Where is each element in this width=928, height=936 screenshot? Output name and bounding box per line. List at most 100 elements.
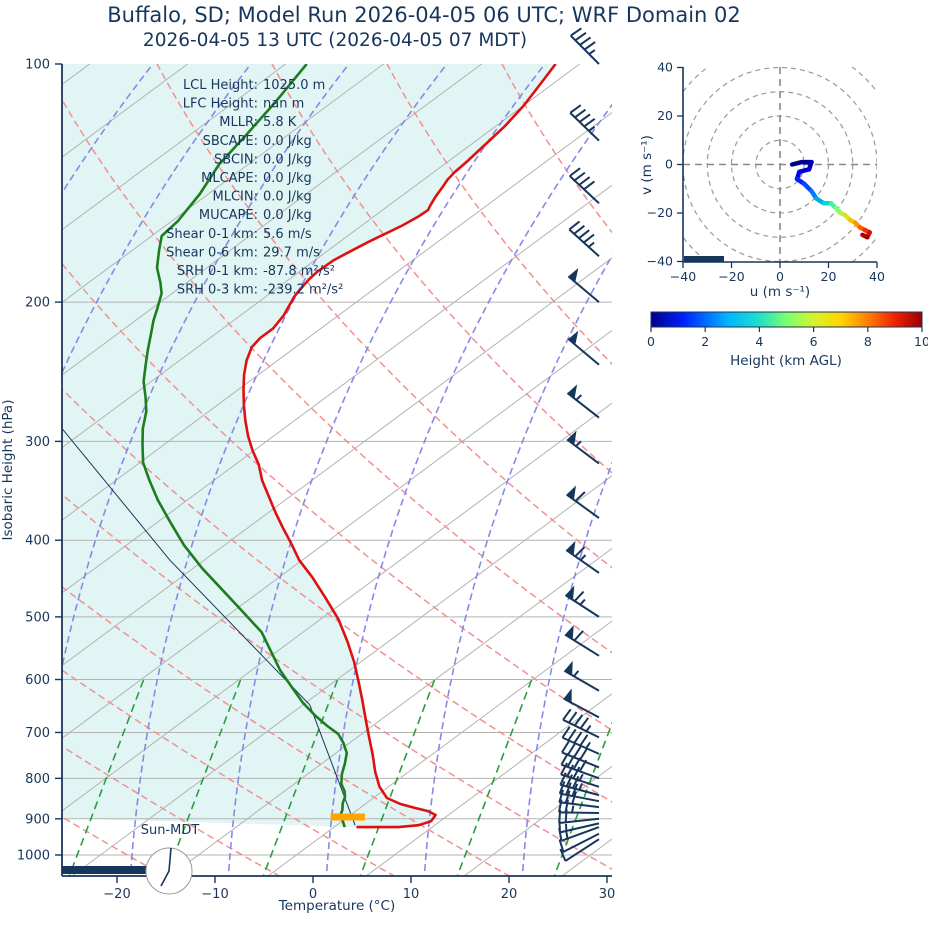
stat-value: 0.0 J/kg [263, 171, 312, 186]
stat-label: SRH 0-3 km: [177, 283, 258, 298]
barb-full [567, 728, 577, 741]
valid-time-subtitle: 2026-04-05 13 UTC (2026-04-05 07 MDT) [143, 30, 527, 51]
wind-barb [564, 585, 600, 618]
barb-pennant [565, 585, 575, 601]
y-tick-label: 600 [25, 673, 50, 688]
wind-barb [560, 762, 600, 788]
stat-value: 1025.0 m [263, 78, 325, 93]
barb-full [558, 827, 563, 841]
stat-label: MUCAPE: [199, 208, 258, 223]
figure-title: Buffalo, SD; Model Run 2026-04-05 06 UTC… [107, 3, 741, 27]
dry-adiabat-line [386, 64, 612, 366]
moist-adiabat-line [129, 64, 448, 876]
wind-barb [565, 540, 600, 574]
barb-half [587, 241, 595, 248]
barb-staff [562, 832, 600, 853]
barb-half [585, 724, 592, 732]
barb-full [573, 225, 585, 235]
stat-value: 0.0 J/kg [263, 134, 312, 149]
barb-pennant [565, 624, 574, 640]
x-tick-label: 0 [309, 887, 317, 902]
barb-staff [563, 697, 600, 719]
moist-adiabat-line [521, 461, 612, 876]
isotherm-line [62, 64, 581, 449]
wind-barb [566, 430, 600, 465]
barb-pennant [567, 430, 577, 445]
barb-full [564, 809, 568, 823]
wind-barb [558, 832, 600, 853]
hodo-x-tick-label: 0 [776, 269, 784, 284]
barb-full [578, 113, 591, 123]
stat-label: SBCAPE: [203, 134, 258, 149]
dewpoint-curve [141, 64, 349, 828]
barb-full [561, 726, 571, 739]
barb-full [579, 734, 589, 747]
isotherm-line [169, 547, 612, 876]
skewt-background [62, 64, 612, 876]
wind-barb [566, 485, 600, 519]
barb-full [565, 782, 572, 796]
isotherm-line [62, 64, 287, 231]
barb-full [574, 546, 586, 558]
barb-half [588, 49, 596, 55]
stat-label: Shear 0-6 km: [166, 245, 258, 260]
barb-half [573, 670, 580, 677]
isotherm-line [62, 64, 483, 376]
barb-full [573, 171, 586, 182]
y-tick-label: 800 [25, 772, 50, 787]
mixing-ratio-line [262, 675, 340, 876]
barb-full [568, 711, 578, 724]
barb-full [566, 755, 575, 768]
barb-staff [558, 811, 600, 815]
hodo-x-tick-label: 40 [869, 269, 885, 284]
dry-adiabat-line [156, 64, 612, 569]
barb-half [571, 805, 575, 813]
y-tick-label: 700 [25, 726, 50, 741]
hodograph-inset: −40−40 −20 −20 0 0 20 20 40 40 [647, 60, 885, 285]
barb-staff [564, 594, 600, 618]
y-tick-label: 300 [25, 435, 50, 450]
wind-barb [569, 167, 600, 205]
y-tick-label: 900 [25, 812, 50, 827]
dry-adiabat-line [62, 388, 612, 803]
isotherm-line [62, 64, 385, 303]
barb-full [572, 766, 581, 779]
colorbar-tick-label: 10 [914, 334, 928, 349]
stat-label: MLCAPE: [201, 171, 258, 186]
hodo-x-tick-label: −40 [670, 269, 696, 284]
stat-label: SBCIN: [214, 152, 258, 167]
colorbar-tick-label: 4 [755, 334, 763, 349]
height-colorbar: 0 2 4 6 8 10 [647, 311, 928, 349]
barb-full [571, 783, 579, 797]
sun-mdt-label: Sun-MDT [141, 823, 200, 838]
wind-barb [563, 688, 600, 719]
barb-full [565, 774, 574, 787]
barb-full [578, 759, 588, 772]
barb-full [574, 108, 587, 119]
barb-staff [567, 275, 600, 303]
barb-full [579, 748, 588, 761]
dry-adiabat-line [62, 262, 612, 732]
hodo-x-tick-label: −20 [718, 269, 744, 284]
x-tick-label: 10 [403, 887, 420, 902]
dry-adiabat-line [62, 98, 612, 654]
barb-full [561, 740, 570, 753]
stat-value: 0.0 J/kg [263, 190, 312, 205]
barb-full [583, 117, 596, 128]
barb-full [574, 491, 586, 502]
stat-value: 0.0 J/kg [263, 208, 312, 223]
y-tick-label: 400 [25, 534, 50, 549]
y-tick-label: 200 [25, 296, 50, 311]
hodo-y-tick-label: 20 [657, 108, 673, 123]
barb-pennant [566, 540, 576, 556]
stat-label: SRH 0-1 km: [177, 264, 258, 279]
mixing-ratio-line [165, 675, 243, 876]
barb-half [588, 126, 596, 132]
barb-full [570, 27, 582, 37]
barb-half [565, 831, 569, 839]
stat-label: Shear 0-1 km: [166, 227, 258, 242]
mixing-ratio-line [68, 675, 146, 876]
wind-barb [560, 752, 600, 780]
colorbar-tick-label: 8 [864, 334, 872, 349]
barb-staff [559, 801, 600, 809]
